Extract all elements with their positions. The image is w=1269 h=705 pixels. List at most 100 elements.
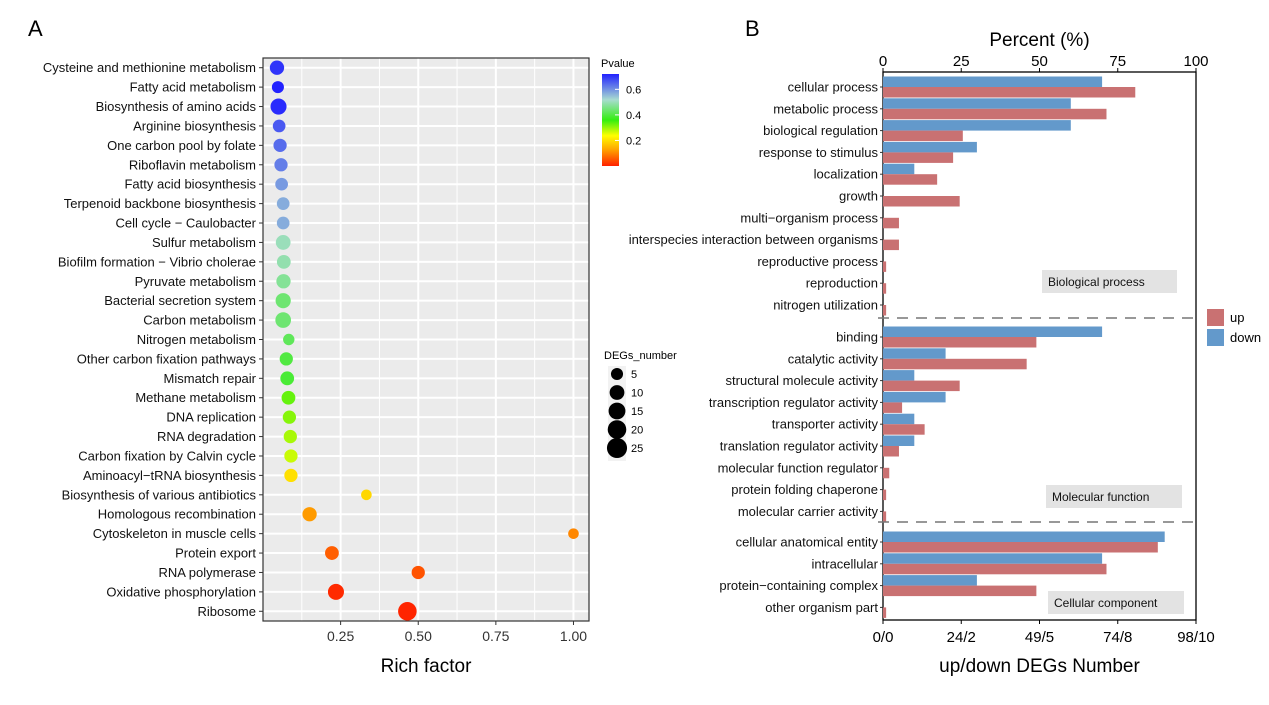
x-axis-title: up/down DEGs Number: [939, 656, 1140, 677]
y-tick-label: Biosynthesis of various antibiotics: [62, 487, 257, 502]
panel-b-bar-chart: cellular process metabolic process biologi…: [629, 30, 1261, 677]
bar-up: [883, 87, 1136, 98]
y-tick-label: cellular process: [788, 80, 879, 95]
group-label-box: [1046, 485, 1182, 508]
data-point: [302, 507, 317, 522]
bar-down: [883, 326, 1103, 337]
bar-down: [883, 575, 977, 586]
y-tick-label: Ribosome: [197, 604, 256, 619]
y-tick-label: catalytic activity: [788, 351, 879, 366]
bar-up: [883, 196, 960, 207]
top-axis-tick-label: 50: [1031, 53, 1048, 70]
panel-a-label: A: [28, 16, 43, 41]
bar-down: [883, 531, 1165, 542]
size-legend-label: 20: [631, 425, 643, 437]
x-tick-label: 1.00: [560, 628, 587, 644]
legend-swatch-down: [1207, 329, 1224, 346]
y-tick-label: molecular carrier activity: [738, 504, 879, 519]
legend-label-up: up: [1230, 310, 1244, 325]
y-tick-label: metabolic process: [773, 101, 878, 116]
data-point: [281, 390, 296, 405]
bar-up: [883, 380, 960, 392]
y-tick-label: transcription regulator activity: [709, 395, 879, 410]
color-legend-label: 0.2: [626, 135, 641, 147]
y-tick-label: Mismatch repair: [164, 371, 257, 386]
group-label-box: [1042, 270, 1177, 293]
data-point: [275, 293, 291, 309]
size-legend-title: DEGs_number: [604, 350, 677, 362]
bar-down: [883, 76, 1103, 87]
size-legend-label: 25: [631, 443, 643, 455]
bar-down: [883, 391, 946, 403]
y-tick-label: Carbon fixation by Calvin cycle: [78, 448, 256, 463]
y-tick-label: RNA degradation: [157, 429, 256, 444]
panel-b-label: B: [745, 16, 760, 41]
top-axis-tick-label: 0: [879, 53, 887, 70]
y-tick-label: reproduction: [806, 276, 878, 291]
data-point: [275, 312, 292, 328]
data-point: [327, 583, 344, 600]
size-legend-dot: [610, 367, 624, 381]
data-point: [325, 546, 339, 560]
y-tick-label: Cytoskeleton in muscle cells: [93, 526, 257, 541]
y-tick-label: Methane metabolism: [135, 390, 256, 405]
y-tick-label: response to stimulus: [759, 145, 879, 160]
size-legend-label: 15: [631, 406, 643, 418]
y-tick-label: Homologous recombination: [98, 507, 256, 522]
data-point: [284, 468, 298, 483]
y-tick-label: Pyruvate metabolism: [135, 274, 256, 289]
bottom-axis-tick-label: 0/0: [873, 629, 894, 646]
panel-a-dot-plot: Cysteine and methionine metabolism Fatty …: [43, 57, 677, 677]
y-tick-label: interspecies interaction between organis…: [629, 232, 879, 247]
bar-up: [883, 402, 903, 413]
bar-down: [883, 120, 1071, 131]
bar-up: [883, 446, 899, 457]
bar-up: [883, 239, 899, 251]
y-tick-label: Sulfur metabolism: [152, 235, 256, 250]
data-point: [274, 158, 288, 172]
group-label-box: [1048, 591, 1184, 614]
top-axis-tick-label: 25: [953, 53, 970, 70]
x-axis-title: Rich factor: [381, 656, 472, 677]
y-tick-label: intracellular: [812, 556, 879, 571]
data-point: [272, 119, 286, 133]
size-legend-dot: [609, 385, 625, 400]
data-point: [275, 235, 291, 250]
y-tick-label: Terpenoid backbone biosynthesis: [64, 196, 257, 211]
y-tick-label: growth: [839, 189, 878, 204]
bar-up: [883, 305, 887, 316]
bar-up: [883, 563, 1107, 575]
data-point: [276, 197, 290, 210]
size-legend-dot: [606, 437, 628, 459]
y-tick-label: Fatty acid biosynthesis: [124, 177, 256, 192]
y-tick-label: Riboflavin metabolism: [129, 157, 256, 172]
bar-down: [883, 98, 1071, 109]
bar-up: [883, 358, 1027, 370]
bar-up: [883, 511, 887, 522]
top-axis-tick-label: 75: [1109, 53, 1126, 70]
group-label: Cellular component: [1054, 596, 1158, 610]
bar-up: [883, 467, 890, 479]
y-tick-label: translation regulator activity: [720, 439, 879, 454]
data-point: [276, 274, 291, 289]
y-tick-label: Carbon metabolism: [143, 313, 256, 328]
y-tick-label: cellular anatomical entity: [736, 535, 879, 550]
y-tick-label: binding: [836, 330, 878, 345]
y-tick-label: Fatty acid metabolism: [130, 80, 256, 95]
color-legend-bar: [602, 74, 619, 166]
bar-up: [883, 489, 887, 501]
y-tick-label: protein folding chaperone: [731, 482, 878, 497]
bottom-axis-tick-label: 98/10: [1177, 629, 1215, 646]
bottom-axis-tick-label: 74/8: [1103, 629, 1132, 646]
y-tick-label: Bacterial secretion system: [104, 293, 256, 308]
y-tick-label: molecular function regulator: [718, 460, 879, 475]
bar-up: [883, 130, 963, 142]
legend-swatch-up: [1207, 309, 1224, 326]
data-point: [411, 565, 425, 580]
data-point: [270, 98, 287, 115]
x-tick-label: 0.75: [482, 628, 509, 644]
data-point: [398, 602, 417, 621]
bar-up: [883, 108, 1107, 120]
y-tick-label: Other carbon fixation pathways: [77, 351, 257, 366]
